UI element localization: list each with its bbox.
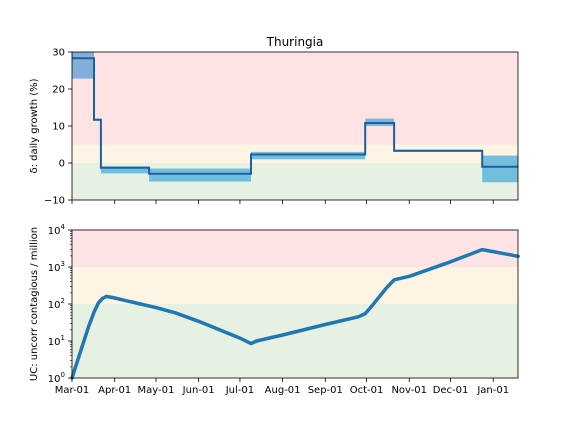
contagious-xtick-label-9: Dec-01 xyxy=(433,385,469,396)
contagious-y-axis-label: UC: uncorr contagious / million xyxy=(29,227,40,381)
growth-panel: −10 0 10 20 30 Thuringia δ: daily growth (%) xyxy=(29,35,519,207)
growth-band-0 xyxy=(72,52,518,145)
growth-ytick-label-4: 30 xyxy=(52,48,65,59)
growth-ytick-label-0: −10 xyxy=(44,196,65,207)
contagious-line xyxy=(70,247,520,380)
contagious-xtick-label-3: Jun-01 xyxy=(182,385,215,396)
contagious-xtick-label-1: Apr-01 xyxy=(98,385,131,396)
growth-bands xyxy=(72,52,518,200)
contagious-xtick-label-5: Aug-01 xyxy=(265,385,301,396)
contagious-series-line xyxy=(70,247,520,380)
contagious-ytick-label-1: 101 xyxy=(48,334,65,348)
contagious-y-ticks: 100 101 102 103 104 xyxy=(48,223,72,385)
contagious-xtick-label-7: Oct-01 xyxy=(350,385,384,396)
contagious-ytick-label-2: 102 xyxy=(48,297,65,311)
chart-title: Thuringia xyxy=(266,35,324,49)
contagious-xtick-label-10: Jan-01 xyxy=(476,385,509,396)
growth-ytick-label-2: 10 xyxy=(52,122,65,133)
growth-ytick-label-1: 0 xyxy=(59,159,65,170)
growth-ci-7 xyxy=(482,155,518,183)
growth-ci-3 xyxy=(149,168,251,182)
growth-ci-0 xyxy=(72,52,95,79)
growth-ci-2 xyxy=(100,166,150,174)
contagious-xtick-label-0: Mar-01 xyxy=(55,385,90,396)
contagious-panel: 100 101 102 103 104 Mar-01 Apr-01 May-01 Jun-01… xyxy=(29,223,520,396)
contagious-band-2 xyxy=(72,304,518,378)
growth-series-line xyxy=(72,57,518,175)
contagious-x-ticks: Mar-01 Apr-01 May-01 Jun-01 Jul-01 Aug-01 Sep-… xyxy=(55,378,509,396)
growth-ci-4 xyxy=(250,151,366,160)
contagious-band-1 xyxy=(72,267,518,304)
contagious-bands xyxy=(72,230,518,378)
contagious-xtick-label-8: Nov-01 xyxy=(391,385,427,396)
growth-ytick-label-3: 20 xyxy=(52,85,65,96)
contagious-ytick-label-4: 104 xyxy=(48,223,66,237)
growth-x-ticks xyxy=(71,200,494,204)
growth-y-axis-label: δ: daily growth (%) xyxy=(29,78,40,173)
contagious-ytick-label-3: 103 xyxy=(48,260,65,274)
contagious-xtick-label-2: May-01 xyxy=(138,385,175,396)
growth-step-line xyxy=(72,57,518,175)
growth-y-ticks: −10 0 10 20 30 xyxy=(44,48,72,207)
contagious-xtick-label-6: Sep-01 xyxy=(308,385,343,396)
contagious-xtick-label-4: Jul-01 xyxy=(225,385,254,396)
contagious-ytick-label-0: 100 xyxy=(48,371,65,385)
contagious-band-0 xyxy=(72,230,518,267)
